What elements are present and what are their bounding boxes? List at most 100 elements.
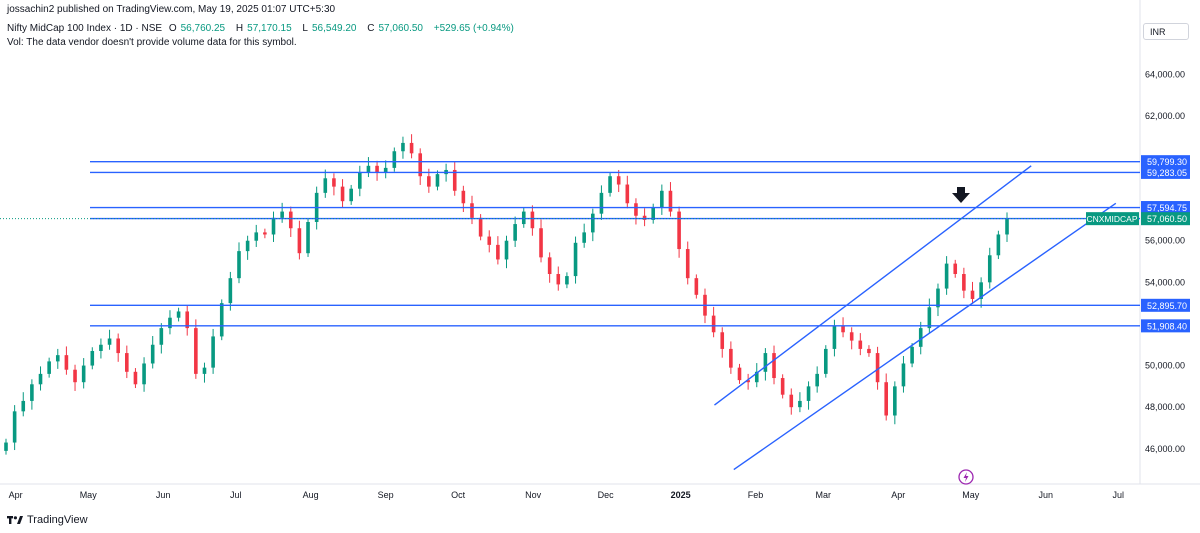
- y-tick-label: 48,000.00: [1145, 402, 1185, 412]
- candle-body: [81, 365, 86, 383]
- candle-body: [64, 355, 69, 370]
- candle-body: [634, 203, 638, 216]
- candle-body: [12, 411, 17, 443]
- candle-body: [772, 353, 776, 379]
- lightning-icon[interactable]: [958, 469, 974, 485]
- candle-body: [720, 332, 725, 349]
- candle-body: [806, 386, 811, 401]
- tradingview-logo[interactable]: TradingView: [7, 514, 88, 526]
- candle-body: [530, 211, 535, 229]
- candle-body: [849, 332, 854, 341]
- candle-body: [245, 240, 250, 252]
- candle-body: [539, 228, 543, 258]
- x-tick-label: Jul: [1112, 490, 1124, 500]
- candle-body: [729, 348, 733, 368]
- x-tick-label: May: [80, 490, 98, 500]
- x-tick-label: Apr: [891, 490, 905, 500]
- candle-body: [237, 251, 241, 279]
- candle-body: [306, 221, 310, 254]
- candle-body: [21, 400, 26, 412]
- candle-body: [642, 215, 647, 220]
- candle-body: [901, 363, 906, 387]
- candle-body: [90, 350, 95, 366]
- currency-selector[interactable]: INR: [1143, 23, 1189, 40]
- ohlc-close: C 57,060.50: [367, 23, 423, 34]
- candle-body: [288, 211, 293, 229]
- candle-body: [582, 232, 586, 243]
- candle-body: [573, 242, 578, 277]
- candle-body: [150, 344, 155, 364]
- level-price-tag: [1141, 165, 1190, 179]
- candle-body: [30, 384, 34, 401]
- candle-body: [375, 165, 379, 173]
- candle-body: [780, 378, 785, 395]
- arrow-down-icon[interactable]: [952, 187, 970, 203]
- candle-body: [125, 353, 129, 372]
- candle-body: [194, 328, 198, 374]
- candle-body: [513, 224, 517, 241]
- candle-body: [694, 278, 699, 295]
- candle-body: [427, 176, 431, 187]
- candle-body: [979, 282, 983, 299]
- tradingview-brand: TradingView: [27, 514, 88, 526]
- x-tick-label: Jul: [230, 490, 242, 500]
- candle-body: [608, 176, 612, 193]
- candle-body: [798, 400, 802, 408]
- candle-body: [38, 373, 43, 385]
- ticker-tag: [1086, 212, 1139, 226]
- x-tick-label: Mar: [816, 490, 832, 500]
- ohlc-high: H 57,170.15: [235, 23, 292, 34]
- symbol-name[interactable]: Nifty MidCap 100 Index · 1D · NSE: [7, 23, 163, 34]
- candle-body: [452, 169, 457, 191]
- candle-body: [737, 367, 742, 381]
- candle-body: [271, 217, 276, 235]
- candle-body: [996, 234, 1001, 256]
- candle-body: [358, 172, 362, 189]
- candle-body: [487, 236, 492, 245]
- candle-body: [1005, 218, 1009, 235]
- level-price-tag: [1141, 319, 1190, 333]
- tradingview-logo-icon: [7, 516, 23, 524]
- candle-body: [47, 361, 51, 374]
- channel-trendline[interactable]: [714, 165, 1032, 406]
- y-tick-label: 46,000.00: [1145, 444, 1185, 454]
- candle-body: [875, 353, 880, 383]
- candle-body: [685, 249, 690, 279]
- candle-body: [366, 165, 371, 173]
- candle-body: [55, 355, 60, 362]
- candle-body: [858, 340, 863, 349]
- candle-body: [754, 371, 759, 383]
- candle-body: [962, 274, 966, 291]
- level-price-label: 59,283.05: [1147, 168, 1187, 178]
- candle-body: [211, 336, 215, 368]
- channel-trendline[interactable]: [733, 202, 1117, 471]
- candle-body: [893, 386, 897, 416]
- candle-body: [435, 174, 440, 187]
- candle-body: [591, 213, 595, 233]
- lightning-bolt-icon: [963, 472, 969, 482]
- x-tick-label: Feb: [748, 490, 764, 500]
- candle-body: [625, 184, 630, 204]
- candle-body: [323, 178, 328, 193]
- candle-body: [660, 190, 664, 208]
- candle-body: [159, 328, 164, 345]
- candle-body: [815, 373, 819, 387]
- y-tick-label: 50,000.00: [1145, 361, 1185, 371]
- candle-body: [297, 228, 302, 254]
- candle-body: [677, 211, 681, 250]
- candle-body: [668, 190, 673, 212]
- candle-body: [556, 274, 561, 285]
- candle-body: [841, 326, 845, 333]
- x-tick-label: Sep: [378, 490, 394, 500]
- candle-body: [910, 346, 914, 364]
- x-tick-label: Oct: [451, 490, 466, 500]
- candle-body: [202, 367, 207, 374]
- price-change: +529.65 (+0.94%): [433, 23, 514, 34]
- level-price-tag: [1141, 201, 1190, 215]
- current-price-label: 57,060.50: [1147, 214, 1187, 224]
- candle-body: [99, 344, 103, 351]
- candle-body: [133, 371, 138, 385]
- candle-body: [944, 263, 949, 289]
- x-tick-label: Nov: [525, 490, 542, 500]
